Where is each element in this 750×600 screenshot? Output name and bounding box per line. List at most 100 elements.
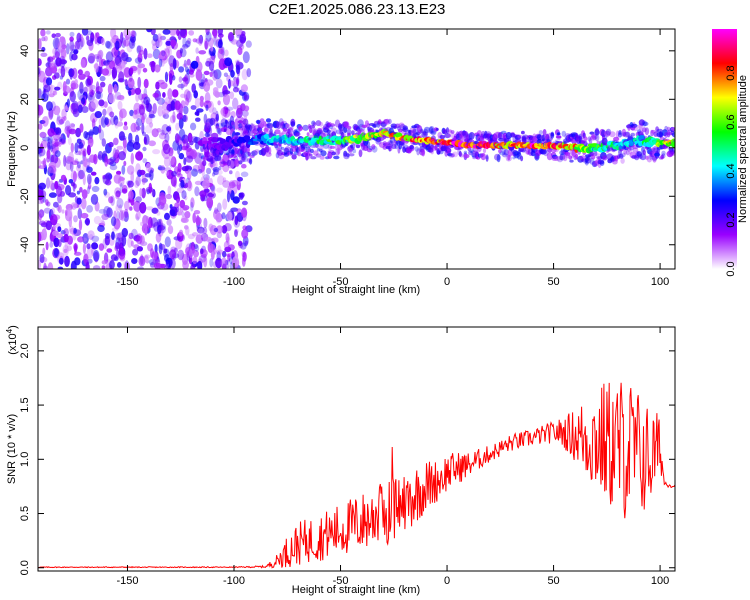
spectrogram-noise-blob: [213, 35, 217, 47]
spectrogram-noise-blob: [177, 249, 184, 261]
spectrogram-noise-blob: [163, 248, 168, 254]
spectrogram-halo-blob: [559, 153, 566, 161]
spectrogram-halo-blob: [315, 120, 322, 127]
spectrogram-noise-blob: [198, 50, 207, 55]
spectrogram-halo-blob: [306, 132, 310, 137]
spectrogram-noise-blob: [190, 263, 196, 269]
spectrogram-noise-blob: [225, 106, 234, 111]
spectrogram-noise-blob: [164, 212, 170, 220]
spectrogram-noise-blob: [66, 208, 73, 218]
spectrogram-noise-blob: [194, 136, 199, 143]
spectrogram-halo-blob: [480, 153, 486, 161]
spectrogram-noise-blob: [111, 227, 119, 232]
spectrogram-halo-blob: [352, 148, 357, 154]
spectrogram-noise-blob: [159, 223, 167, 234]
spectrogram-noise-blob: [197, 228, 205, 239]
spectrogram-noise-blob: [183, 59, 187, 68]
spectrogram-noise-blob: [158, 56, 163, 68]
spectrogram-noise-blob: [124, 121, 128, 126]
spectrogram-noise-blob: [115, 193, 120, 200]
spectrogram-noise-blob: [132, 141, 141, 150]
spectrogram-ytick-label: -20: [19, 188, 31, 204]
spectrogram-halo-blob: [507, 149, 513, 157]
colorbar-tick-label: 0.4: [725, 163, 737, 178]
spectrogram-noise-blob: [232, 97, 239, 110]
spectrogram-halo-blob: [626, 145, 632, 152]
spectrogram-noise-blob: [40, 140, 48, 149]
spectrogram-halo-blob: [505, 132, 512, 140]
spectrogram-noise-blob: [70, 44, 77, 51]
spectrogram-noise-blob: [236, 76, 240, 87]
spectrogram-noise-blob: [86, 144, 91, 156]
spectrogram-noise-blob: [178, 66, 185, 73]
spectrogram-noise-blob: [45, 177, 51, 189]
spectrogram-noise-blob: [128, 90, 132, 96]
spectrogram-noise-blob: [38, 105, 44, 116]
spectrogram-noise-blob: [203, 188, 210, 193]
spectrogram-xtick-label: -50: [333, 276, 349, 288]
spectrogram-halo-blob: [225, 128, 232, 136]
spectrogram-noise-blob: [150, 248, 154, 258]
spectrogram-noise-blob: [101, 138, 107, 147]
spectrogram-halo-blob: [268, 146, 272, 155]
spectrogram-halo-blob: [632, 147, 639, 153]
spectrogram-halo-blob: [222, 162, 228, 166]
spectrogram-halo-blob: [412, 128, 417, 135]
spectrogram-noise-blob: [123, 160, 127, 167]
spectrogram-noise-blob: [38, 88, 42, 99]
spectrogram-noise-blob: [212, 35, 218, 43]
spectrogram-noise-blob: [122, 184, 128, 193]
spectrogram-noise-blob: [76, 32, 82, 43]
spectrogram-noise-blob: [117, 262, 122, 268]
spectrogram-noise-blob: [118, 210, 124, 221]
spectrogram-noise-blob: [237, 176, 243, 182]
spectrogram-noise-blob: [157, 33, 162, 43]
spectrogram-noise-blob: [155, 232, 162, 243]
spectrogram-noise-blob: [189, 249, 193, 259]
spectrogram-halo-blob: [620, 157, 625, 164]
spectrogram-noise-blob: [157, 166, 166, 171]
spectrogram-noise-blob: [76, 164, 82, 172]
spectrogram-ridge-blob: [252, 141, 259, 145]
spectrogram-halo-blob: [244, 126, 247, 134]
spectrogram-noise-blob: [101, 265, 106, 269]
spectrogram-noise-blob: [159, 82, 168, 90]
spectrogram-halo-blob: [335, 148, 340, 156]
spectrogram-noise-blob: [209, 71, 213, 78]
spectrogram-noise-blob: [87, 258, 93, 264]
spectrogram-noise-blob: [135, 233, 143, 245]
spectrogram-noise-blob: [91, 185, 100, 193]
spectrogram-noise-blob: [145, 186, 154, 193]
spectrogram-noise-blob: [186, 142, 190, 149]
spectrogram-noise-blob: [79, 186, 83, 193]
spectrogram-noise-blob: [221, 212, 226, 220]
spectrogram-noise-blob: [214, 155, 222, 162]
spectrogram-noise-blob: [55, 51, 60, 59]
spectrogram-noise-blob: [53, 248, 59, 257]
spectrogram-noise-blob: [60, 230, 66, 235]
spectrogram-noise-blob: [187, 233, 195, 240]
spectrogram-noise-blob: [167, 185, 172, 195]
spectrogram-noise-blob: [191, 232, 198, 237]
spectrogram-noise-blob: [214, 91, 221, 98]
spectrogram-noise-blob: [40, 52, 48, 57]
spectrogram-noise-blob: [39, 120, 46, 124]
spectrogram-noise-blob: [70, 142, 75, 153]
spectrogram-noise-blob: [65, 185, 72, 196]
spectrogram-noise-blob: [118, 247, 126, 260]
spectrogram-noise-blob: [86, 243, 91, 250]
spectrogram-noise-blob: [141, 187, 146, 199]
spectrogram-noise-blob: [156, 211, 161, 216]
spectrogram-halo-blob: [440, 135, 445, 140]
spectrogram-noise-blob: [91, 242, 99, 250]
spectrogram-halo-blob: [392, 139, 398, 147]
spectrogram-noise-blob: [43, 262, 47, 269]
spectrogram-noise-blob: [80, 58, 86, 68]
spectrogram-noise-blob: [226, 190, 231, 203]
spectrogram-noise-blob: [54, 86, 61, 91]
spectrogram-noise-blob: [63, 103, 68, 110]
colorbar-bar: [712, 29, 737, 269]
spectrogram-noise-blob: [52, 230, 59, 236]
snr-xtick-label: 0: [444, 575, 450, 587]
snr-yscale-base: (x10: [7, 333, 19, 354]
